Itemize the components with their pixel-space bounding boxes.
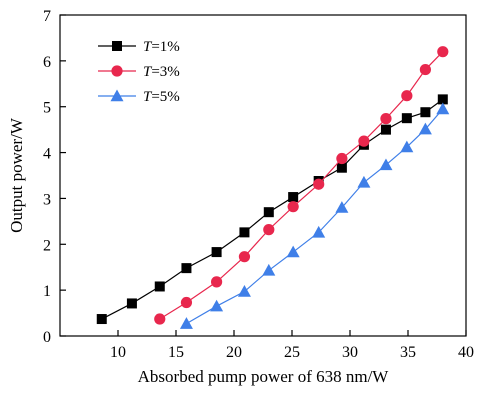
data-point-circle — [401, 90, 413, 102]
data-point-triangle — [179, 317, 193, 329]
plot-frame — [59, 14, 467, 337]
legend-label-variable: T — [143, 64, 153, 80]
series-layer — [96, 46, 450, 329]
y-tick-label: 4 — [43, 146, 51, 163]
data-point-triangle — [262, 263, 276, 276]
x-tick-label: 40 — [458, 344, 474, 361]
data-point-square — [401, 113, 412, 124]
y-tick-label: 0 — [43, 329, 51, 346]
series-line — [159, 51, 444, 320]
data-point-triangle — [436, 102, 450, 115]
x-tick-label: 20 — [226, 344, 242, 361]
y-tick-label: 7 — [43, 8, 51, 25]
data-point-square — [263, 207, 274, 218]
series-3 — [179, 102, 450, 329]
legend-item-2: T=3% — [98, 64, 180, 80]
x-tick-label: 35 — [400, 344, 416, 361]
data-point-triangle — [237, 285, 251, 297]
data-point-triangle — [312, 225, 326, 238]
y-axis-label: Output power/W — [7, 117, 26, 233]
data-point-triangle — [400, 140, 414, 153]
legend-label: T=3% — [143, 64, 180, 80]
legend-label-variable: T — [143, 39, 153, 55]
data-point-square — [336, 162, 347, 173]
x-tick-label: 10 — [110, 344, 126, 361]
y-tick-label: 6 — [43, 54, 51, 71]
legend-label-value: =3% — [151, 64, 179, 80]
y-tick-label: 5 — [43, 100, 51, 117]
axis-ticks: 10 15 20 25 30 35 40 0 1 2 3 4 5 6 7 — [43, 8, 474, 361]
data-point-triangle — [110, 89, 124, 102]
data-point-circle — [263, 224, 275, 236]
data-point-triangle — [379, 158, 393, 171]
y-tick-label: 3 — [43, 191, 51, 208]
data-point-circle — [380, 113, 392, 125]
data-point-square — [420, 107, 431, 118]
series-1 — [96, 94, 448, 325]
data-point-square — [112, 41, 122, 51]
data-point-circle — [111, 65, 123, 77]
legend-label-value: =1% — [151, 39, 179, 55]
data-point-square — [211, 247, 222, 258]
data-point-square — [154, 281, 165, 292]
data-point-circle — [313, 178, 325, 190]
plot-area-border — [59, 14, 467, 337]
x-tick-label: 30 — [342, 344, 358, 361]
data-point-square — [380, 124, 391, 135]
series-line — [186, 108, 444, 325]
legend-label: T=5% — [143, 89, 180, 105]
data-point-circle — [336, 152, 348, 165]
legend-item-3: T=5% — [98, 89, 180, 105]
series-2 — [154, 46, 449, 325]
x-tick-label: 15 — [168, 344, 184, 361]
data-point-square — [126, 298, 137, 309]
legend-label: T=1% — [143, 39, 180, 55]
legend-label-variable: T — [143, 89, 153, 105]
data-point-circle — [358, 135, 370, 147]
data-point-square — [288, 192, 299, 203]
legend-item-1: T=1% — [98, 39, 180, 55]
data-point-circle — [180, 296, 193, 309]
data-point-triangle — [335, 201, 349, 213]
data-point-circle — [437, 46, 449, 58]
x-axis-label: Absorbed pump power of 638 nm/W — [138, 367, 390, 386]
data-point-circle — [287, 201, 299, 213]
x-tick-label: 25 — [284, 344, 300, 361]
data-point-triangle — [210, 299, 224, 312]
data-point-square — [181, 263, 192, 274]
data-point-triangle — [286, 245, 300, 258]
data-point-circle — [419, 63, 431, 76]
data-point-circle — [211, 276, 223, 288]
data-point-circle — [238, 251, 251, 263]
data-point-square — [437, 94, 448, 105]
data-point-square — [96, 314, 107, 325]
y-tick-label: 1 — [43, 283, 51, 300]
data-point-triangle — [418, 122, 432, 135]
data-point-triangle — [357, 175, 371, 188]
data-point-circle — [154, 313, 166, 325]
legend-label-value: =5% — [151, 89, 179, 105]
data-point-square — [239, 227, 250, 238]
y-tick-label: 2 — [43, 237, 51, 254]
legend: T=1%T=3%T=5% — [98, 39, 180, 105]
